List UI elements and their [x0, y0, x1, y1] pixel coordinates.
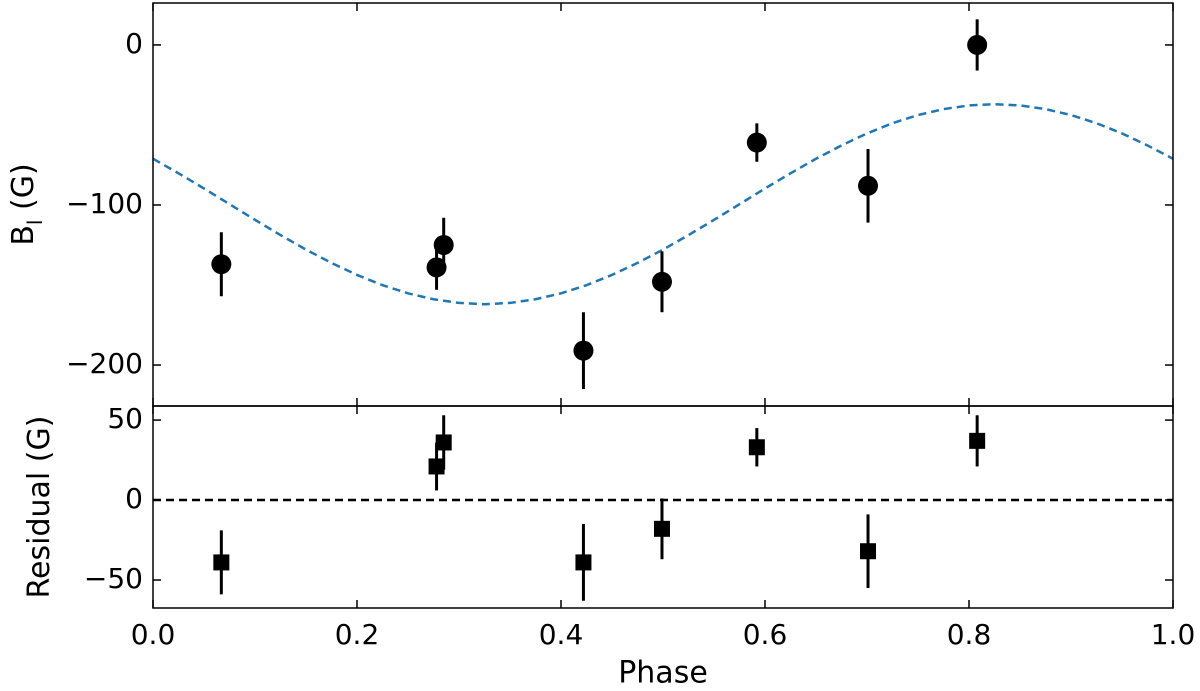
data-point [748, 439, 765, 456]
x-axis-label: Phase [618, 656, 708, 691]
data-point [428, 458, 445, 475]
x-tick-label: 0.2 [335, 618, 380, 651]
data-point [426, 257, 447, 278]
x-tick-label: 0.0 [131, 618, 176, 651]
y-tick-label: −200 [66, 347, 143, 380]
data-point [746, 132, 767, 153]
data-point [967, 34, 988, 55]
axes-frame [152, 405, 1174, 609]
y-axis-label-part: B [6, 225, 41, 246]
y-tick-label: 0 [125, 27, 143, 60]
axes-frame [152, 2, 1174, 407]
y-tick-label: 50 [107, 402, 143, 435]
y-axis-label: Residual (G) [22, 416, 57, 599]
plot-area [153, 415, 1173, 601]
data-point [653, 520, 670, 537]
y-axis-label-part: Residual (G) [22, 416, 57, 599]
data-point [651, 271, 672, 292]
x-tick-label: 0.6 [743, 618, 788, 651]
data-point [860, 543, 877, 560]
data-point [575, 554, 592, 571]
y-tick-label: 0 [125, 482, 143, 515]
x-tick-label: 1.0 [1151, 618, 1196, 651]
data-point [573, 340, 594, 361]
y-axis-label: Bl (G) [6, 163, 47, 245]
data-point [969, 432, 986, 449]
plot-area [153, 19, 1173, 390]
x-tick-label: 0.4 [539, 618, 584, 651]
y-tick-label: −100 [66, 187, 143, 220]
y-axis-label-part: (G) [6, 163, 41, 219]
y-tick-label: −50 [84, 562, 143, 595]
model-line [153, 102, 1173, 306]
x-tick-label: 0.8 [947, 618, 992, 651]
data-point [211, 254, 232, 275]
y-axis-label-part: l [23, 220, 47, 226]
data-point [213, 554, 230, 571]
data-point [435, 434, 452, 451]
data-point [433, 234, 454, 255]
data-point [858, 175, 879, 196]
